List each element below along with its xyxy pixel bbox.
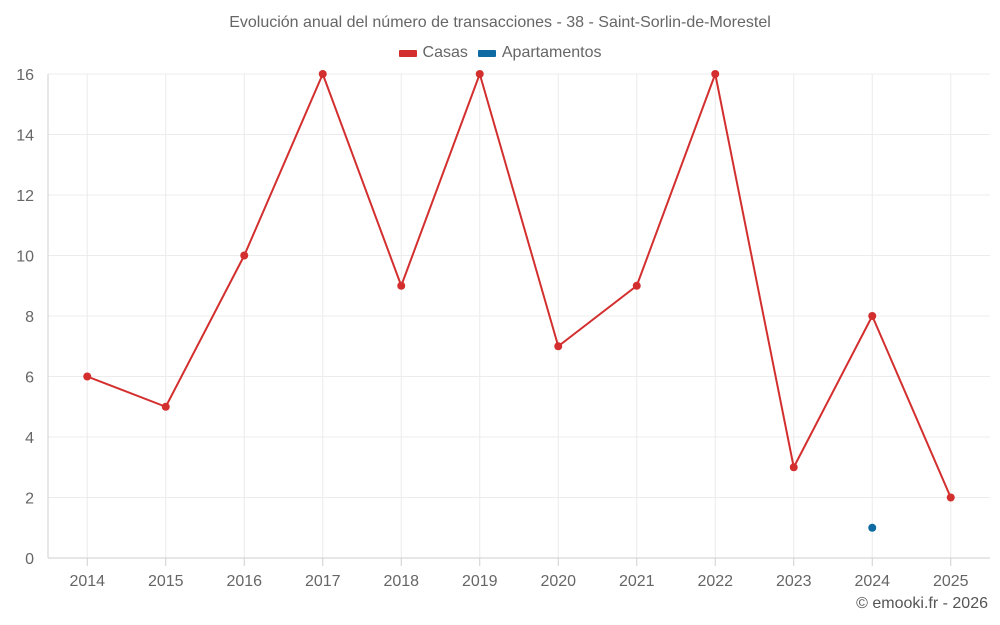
legend-label-casas: Casas: [422, 44, 468, 61]
x-tick-label-2023: 2023: [776, 573, 812, 590]
y-tick-label-4: 4: [25, 430, 34, 447]
series-line-casas: [86, 73, 952, 498]
x-tick-label-2018: 2018: [383, 573, 419, 590]
x-tick-label-2016: 2016: [226, 573, 262, 590]
x-tick-label-2025: 2025: [933, 573, 969, 590]
data-point-casas-2020: [554, 342, 563, 351]
x-tick-label-2019: 2019: [462, 573, 498, 590]
x-tick-label-2020: 2020: [540, 573, 576, 590]
data-point-casas-2018: [397, 281, 406, 290]
data-point-casas-2019: [475, 70, 484, 78]
y-tick-label-14: 14: [16, 128, 34, 145]
legend-label-apartamentos: Apartamentos: [501, 44, 602, 61]
legend-item-casas[interactable]: Casas: [398, 44, 468, 62]
legend-item-apartamentos[interactable]: Apartamentos: [477, 44, 602, 62]
data-point-apartamentos-2024: [868, 523, 877, 532]
y-tick-label-2: 2: [25, 491, 34, 508]
legend-swatch-casas: [398, 49, 417, 57]
data-point-casas-2025: [946, 493, 955, 502]
y-tick-label-6: 6: [25, 370, 34, 387]
data-point-casas-2021: [632, 281, 641, 290]
x-tick-label-2022: 2022: [697, 573, 733, 590]
x-tick-label-2017: 2017: [305, 573, 341, 590]
x-tick-label-2024: 2024: [854, 573, 890, 590]
data-point-casas-2016: [240, 251, 249, 260]
y-tick-label-12: 12: [16, 188, 34, 205]
credit-text: © emooki.fr - 2026: [856, 595, 988, 612]
x-tick-label-2015: 2015: [148, 573, 184, 590]
y-tick-label-0: 0: [25, 551, 34, 568]
legend-swatch-apartamentos: [477, 49, 496, 57]
data-point-casas-2022: [711, 70, 720, 78]
data-point-casas-2017: [318, 70, 327, 78]
y-tick-label-10: 10: [16, 249, 34, 266]
y-tick-label-16: 16: [16, 67, 34, 84]
data-point-casas-2015: [161, 402, 170, 411]
data-point-casas-2023: [789, 463, 798, 472]
data-point-casas-2014: [83, 372, 92, 381]
x-tick-label-2014: 2014: [69, 573, 105, 590]
x-tick-label-2021: 2021: [619, 573, 655, 590]
data-point-casas-2024: [868, 312, 877, 320]
chart-title: Evolución anual del número de transaccio…: [229, 14, 771, 31]
legend: Casas Apartamentos: [0, 44, 1000, 62]
y-tick-label-8: 8: [25, 309, 34, 326]
